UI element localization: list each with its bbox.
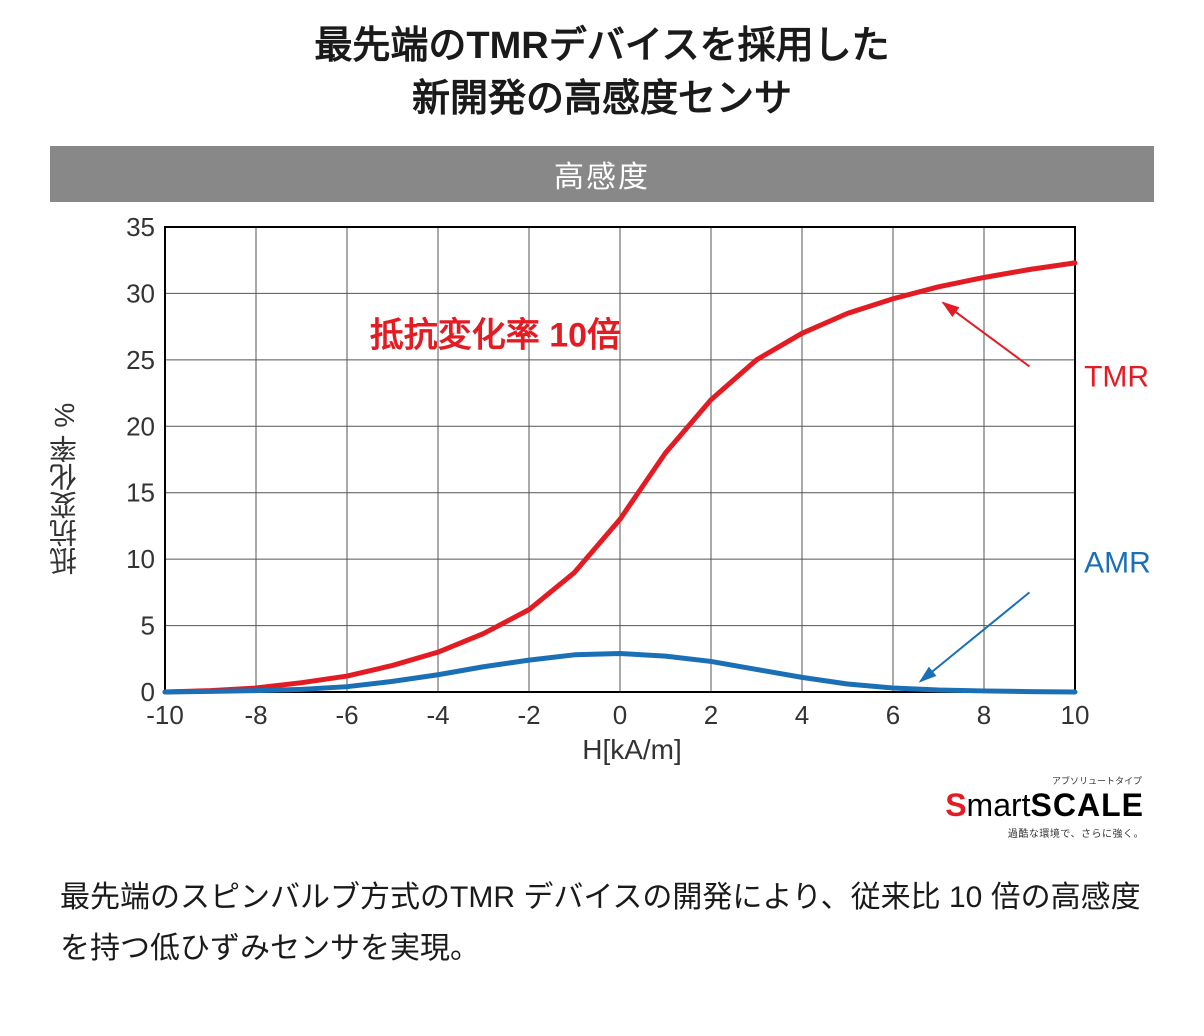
svg-text:4: 4 [795, 700, 809, 730]
series-label-TMR: TMR [1084, 361, 1149, 394]
plot-svg: 05101520253035-10-8-6-4-20246810TMRAMR抵抗… [110, 212, 1170, 732]
svg-text:6: 6 [886, 700, 900, 730]
svg-text:-4: -4 [426, 700, 449, 730]
svg-text:35: 35 [126, 212, 155, 242]
y-axis-label: 抵抗変化率 % [45, 403, 85, 576]
svg-text:-2: -2 [517, 700, 540, 730]
svg-text:8: 8 [977, 700, 991, 730]
plot-container: 05101520253035-10-8-6-4-20246810TMRAMR抵抗… [110, 212, 1154, 732]
svg-text:-8: -8 [244, 700, 267, 730]
chart: 抵抗変化率 % 05101520253035-10-8-6-4-20246810… [50, 212, 1154, 766]
svg-text:-6: -6 [335, 700, 358, 730]
svg-text:25: 25 [126, 345, 155, 375]
banner: 高感度 [50, 146, 1154, 202]
svg-text:10: 10 [1061, 700, 1090, 730]
svg-text:30: 30 [126, 279, 155, 309]
brand-superscript: アブソリュートタイプ [30, 774, 1142, 787]
title-line-1: 最先端のTMRデバイスを採用した [314, 25, 889, 67]
brand-tagline: 過酷な環境で、さらに強く。 [1008, 829, 1144, 840]
svg-text:2: 2 [704, 700, 718, 730]
svg-text:20: 20 [126, 412, 155, 442]
arrow-TMR [943, 303, 1029, 367]
brand-scale: SCALE [1031, 787, 1144, 823]
arrow-AMR [920, 593, 1029, 682]
svg-text:5: 5 [141, 611, 155, 641]
brand-mart: mart [967, 787, 1031, 823]
brand-logo: アブソリュートタイプ SmartSCALE 過酷な環境で、さらに強く。 [30, 774, 1144, 842]
chart-annotation: 抵抗変化率 10倍 [370, 316, 621, 355]
svg-text:-10: -10 [146, 700, 184, 730]
description: 最先端のスピンバルブ方式のTMR デバイスの開発により、従来比 10 倍の高感度… [60, 872, 1144, 974]
svg-text:15: 15 [126, 478, 155, 508]
page-title: 最先端のTMRデバイスを採用した 新開発の高感度センサ [30, 20, 1174, 126]
svg-text:10: 10 [126, 545, 155, 575]
title-line-2: 新開発の高感度センサ [412, 78, 792, 120]
series-label-AMR: AMR [1084, 547, 1151, 580]
x-axis-label: H[kA/m] [110, 734, 1154, 766]
svg-text:0: 0 [613, 700, 627, 730]
brand-s: S [945, 787, 966, 823]
